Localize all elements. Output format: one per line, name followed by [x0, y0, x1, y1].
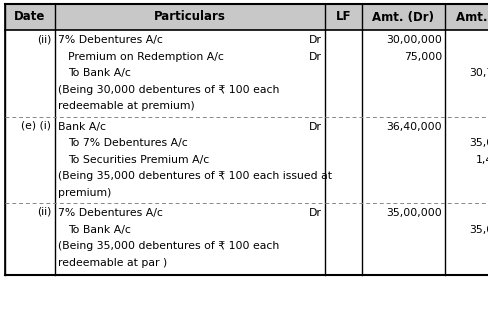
Text: (e) (i): (e) (i)	[21, 121, 51, 131]
Text: 1,40,000: 1,40,000	[475, 155, 488, 165]
Text: 7% Debentures A/c: 7% Debentures A/c	[58, 35, 163, 45]
Text: 30,00,000: 30,00,000	[386, 35, 441, 45]
Text: Particulars: Particulars	[154, 10, 225, 23]
Text: Date: Date	[14, 10, 45, 23]
Text: To Securities Premium A/c: To Securities Premium A/c	[68, 155, 209, 165]
Text: 30,75,000: 30,75,000	[468, 68, 488, 78]
Text: 7% Debentures A/c: 7% Debentures A/c	[58, 208, 163, 218]
Text: Amt. (Dr): Amt. (Dr)	[372, 10, 434, 23]
Text: Dr: Dr	[308, 52, 321, 62]
Text: 35,00,000: 35,00,000	[468, 225, 488, 235]
Text: Amt. (Cr): Amt. (Cr)	[455, 10, 488, 23]
Text: (ii): (ii)	[37, 207, 51, 217]
Text: (Being 30,000 debentures of ₹ 100 each: (Being 30,000 debentures of ₹ 100 each	[58, 85, 279, 95]
Text: redeemable at par ): redeemable at par )	[58, 258, 167, 268]
Text: redeemable at premium): redeemable at premium)	[58, 101, 194, 111]
Text: Premium on Redemption A/c: Premium on Redemption A/c	[68, 52, 224, 62]
Bar	[5, 4, 488, 30]
Text: 35,00,000: 35,00,000	[386, 208, 441, 218]
Text: Bank A/c: Bank A/c	[58, 122, 106, 132]
Bar	[5, 4, 488, 275]
Text: 75,000: 75,000	[403, 52, 441, 62]
Text: LF: LF	[335, 10, 350, 23]
Text: 36,40,000: 36,40,000	[386, 122, 441, 132]
Text: 35,00,000: 35,00,000	[468, 138, 488, 148]
Text: (Being 35,000 debentures of ₹ 100 each: (Being 35,000 debentures of ₹ 100 each	[58, 241, 279, 251]
Text: Dr: Dr	[308, 35, 321, 45]
Text: (ii): (ii)	[37, 34, 51, 44]
Text: To 7% Debentures A/c: To 7% Debentures A/c	[68, 138, 187, 148]
Text: Dr: Dr	[308, 208, 321, 218]
Text: (Being 35,000 debentures of ₹ 100 each issued at: (Being 35,000 debentures of ₹ 100 each i…	[58, 171, 331, 181]
Text: To Bank A/c: To Bank A/c	[68, 225, 131, 235]
Text: To Bank A/c: To Bank A/c	[68, 68, 131, 78]
Text: premium): premium)	[58, 188, 111, 198]
Text: Dr: Dr	[308, 122, 321, 132]
